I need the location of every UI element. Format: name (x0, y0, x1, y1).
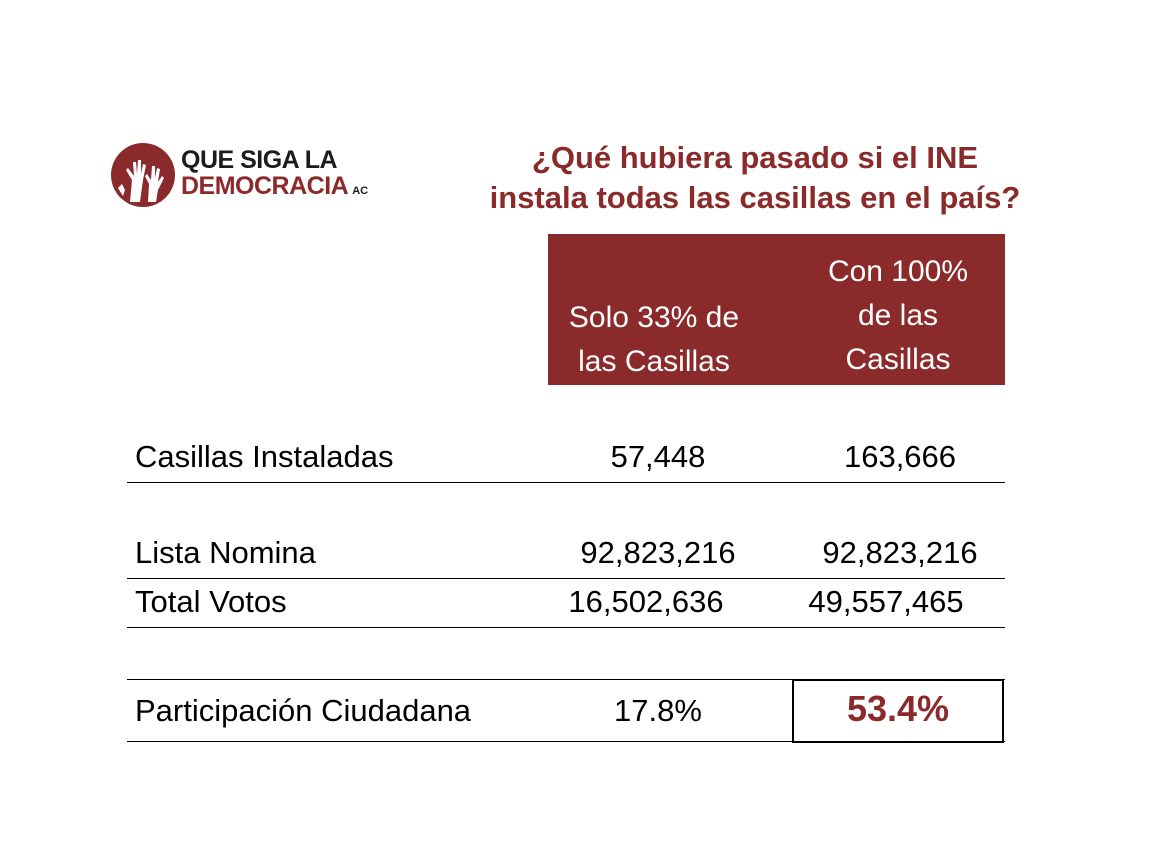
column-header-33: Solo 33% de las Casillas (544, 296, 764, 384)
cell-casillas-33: 57,448 (610, 439, 706, 474)
row-divider (127, 741, 1005, 742)
row-label-total-votos: Total Votos (135, 584, 287, 619)
cell-lista-nomina-33: 92,823,216 (580, 535, 736, 570)
logo-text-line2: DEMOCRACIA AC (181, 172, 368, 201)
row-divider (127, 578, 1005, 579)
highlight-box (792, 679, 1004, 743)
column-header-33-line1: Solo 33% de (568, 301, 740, 334)
title-line1: ¿Qué hubiera pasado si el INE (531, 140, 979, 175)
column-header-100-line1: Con 100% (827, 255, 969, 288)
title-line2: instala todas las casillas en el país? (489, 180, 1021, 215)
logo-suffix: AC (352, 185, 369, 197)
table-header: Solo 33% de las Casillas Con 100% de las… (548, 234, 1005, 385)
logo: QUE SIGA LA DEMOCRACIA AC (108, 140, 428, 210)
raised-hands-logo-icon (111, 143, 175, 207)
row-label-casillas: Casillas Instaladas (135, 439, 394, 474)
cell-total-votos-33: 16,502,636 (568, 584, 724, 619)
row-divider (127, 627, 1005, 628)
page-title: ¿Qué hubiera pasado si el INE instala to… (440, 138, 1070, 218)
row-label-participacion: Participación Ciudadana (135, 693, 472, 728)
cell-participacion-100-highlight: 53.4% (846, 688, 950, 729)
row-label-lista-nomina: Lista Nomina (135, 535, 316, 570)
column-header-33-line2: las Casillas (578, 345, 730, 378)
column-header-100-line2: de las (857, 299, 939, 332)
row-divider (127, 679, 1005, 680)
row-divider (127, 482, 1005, 483)
cell-casillas-100: 163,666 (843, 439, 957, 474)
cell-total-votos-100: 49,557,465 (808, 584, 964, 619)
column-header-100: Con 100% de las Casillas (790, 250, 1006, 382)
cell-lista-nomina-100: 92,823,216 (822, 535, 978, 570)
column-header-100-line3: Casillas (845, 343, 951, 376)
logo-text-democracia: DEMOCRACIA (181, 172, 349, 200)
logo-text-line1: QUE SIGA LA (181, 146, 338, 174)
cell-participacion-33: 17.8% (614, 693, 702, 728)
